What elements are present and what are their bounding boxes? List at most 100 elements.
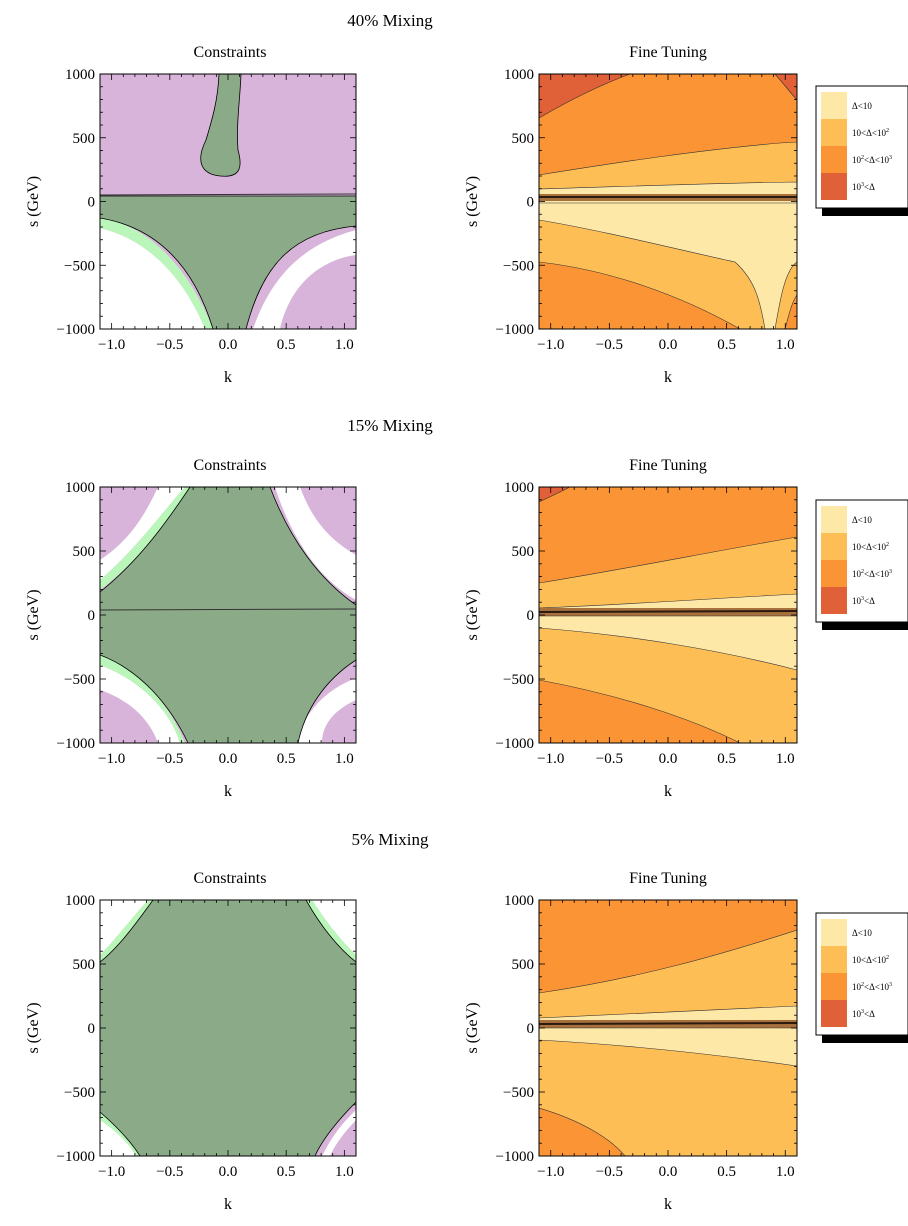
region-allowed-top-lobe [200, 74, 242, 177]
x-tick-label: 0.5 [717, 751, 736, 767]
y-tick-label: 0 [527, 1021, 535, 1037]
legend-swatch-100-1000 [821, 146, 847, 173]
region-white-bl [100, 1120, 136, 1156]
region-white-tl [100, 900, 148, 955]
x-tick-label: 0.0 [219, 337, 238, 353]
legend-swatch-lt10 [821, 919, 847, 946]
region-white-tr [312, 900, 356, 955]
y-tick-label: 500 [73, 544, 96, 560]
finetuning-panel-40: Fine Tuning [538, 44, 798, 330]
y-tick-label: 0 [88, 195, 96, 211]
x-axis-label: k [664, 783, 672, 800]
region-allowed [100, 487, 356, 743]
y-tick-label: 0 [527, 608, 535, 624]
x-axis-label: k [224, 783, 232, 800]
region-gt1000-topleft [539, 74, 631, 119]
legend-15: Δ<10 10<Δ<102 102<Δ<103 103<Δ [815, 499, 908, 630]
region-green-light-tl [100, 487, 190, 590]
x-tick-label: −0.5 [156, 337, 183, 353]
finetuning-panel-5: Fine Tuning [538, 870, 798, 1157]
y-tick-label: −500 [64, 258, 95, 274]
region-gt1000-topright [774, 74, 797, 101]
x-tick-label: 0.0 [219, 1164, 238, 1180]
x-tick-label: 0.0 [659, 751, 678, 767]
x-tick-label: 1.0 [776, 337, 795, 353]
region-allowed [100, 900, 356, 1156]
region-white-br [295, 678, 356, 743]
y-tick-label: 1000 [65, 67, 95, 83]
legend-swatch-gt1000 [821, 587, 847, 614]
panel-title: Fine Tuning [629, 870, 707, 887]
x-tick-label: −1.0 [537, 1164, 564, 1180]
legend-entry: 103<Δ [852, 1009, 875, 1019]
y-axis-label: s (GeV) [25, 176, 42, 227]
constraints-panel-15: Constraints [99, 457, 357, 744]
y-tick-label: 500 [512, 957, 535, 973]
legend-entry: Δ<10 [852, 928, 872, 938]
constraints-panel-5: Constraints [99, 870, 357, 1157]
legend-entry: 10<Δ<102 [852, 128, 889, 138]
legend-swatch-100-1000 [821, 973, 847, 1000]
x-tick-label: 1.0 [335, 751, 354, 767]
zero-line [539, 610, 797, 613]
y-axis-label: s (GeV) [25, 1002, 42, 1053]
legend-entry: 103<Δ [852, 182, 875, 192]
y-tick-label: −500 [503, 1085, 534, 1101]
x-tick-label: −0.5 [596, 337, 623, 353]
x-tick-label: 0.5 [277, 337, 296, 353]
x-axis-label: k [664, 1196, 672, 1213]
y-axis-label: s (GeV) [464, 1002, 481, 1053]
y-tick-label: −1000 [57, 736, 95, 752]
region-white-right [253, 230, 356, 329]
x-tick-label: −0.5 [596, 751, 623, 767]
x-tick-label: −1.0 [98, 337, 125, 353]
y-tick-label: −1000 [496, 322, 534, 338]
row-title-5: 5% Mixing [352, 830, 429, 849]
x-tick-label: −1.0 [98, 1164, 125, 1180]
x-tick-label: 0.5 [717, 1164, 736, 1180]
region-100-1000-bottom [539, 261, 741, 329]
row-title-40: 40% Mixing [347, 11, 433, 30]
legend-40: Δ<10 10<Δ<102 102<Δ<103 103<Δ [815, 85, 908, 216]
legend-swatch-100-1000 [821, 560, 847, 587]
y-tick-label: 0 [88, 608, 96, 624]
y-axis-label: s (GeV) [464, 176, 481, 227]
panel-title: Constraints [194, 457, 267, 474]
region-green-light-bl [100, 655, 185, 743]
x-axis-label: k [224, 1196, 232, 1213]
y-tick-label: 1000 [504, 480, 534, 496]
axes-layer: −1.0 −0.5 0.0 0.5 1.0 −1000 −500 0 500 1000 k s (Ge… [25, 67, 797, 1213]
panel-title: Fine Tuning [629, 44, 707, 61]
y-tick-label: −500 [64, 672, 95, 688]
y-axis-label: s (GeV) [25, 589, 42, 640]
x-tick-label: 1.0 [335, 1164, 354, 1180]
x-tick-label: −0.5 [156, 1164, 183, 1180]
x-tick-label: −0.5 [596, 1164, 623, 1180]
x-tick-label: −0.5 [156, 751, 183, 767]
x-axis-label: k [664, 369, 672, 386]
x-tick-label: 1.0 [335, 337, 354, 353]
legend-entry: 10<Δ<102 [852, 955, 889, 965]
y-tick-label: −1000 [496, 1149, 534, 1165]
panel-title: Fine Tuning [629, 457, 707, 474]
legend-swatch-10-100 [821, 119, 847, 146]
y-tick-label: −500 [503, 672, 534, 688]
legend-swatch-10-100 [821, 946, 847, 973]
legend-5: Δ<10 10<Δ<102 102<Δ<103 103<Δ [815, 912, 908, 1043]
legend-shadow [822, 622, 908, 630]
y-tick-label: −500 [503, 258, 534, 274]
region-green-light-tl [100, 900, 153, 962]
y-tick-label: −1000 [57, 322, 95, 338]
legend-entry: 103<Δ [852, 596, 875, 606]
x-tick-label: −1.0 [537, 337, 564, 353]
region-white-tr [275, 487, 356, 600]
region-green-light-bl [100, 1112, 140, 1156]
legend-entry: 102<Δ<103 [852, 569, 892, 579]
y-tick-label: 1000 [65, 893, 95, 909]
legend-swatch-lt10 [821, 92, 847, 119]
region-white-left [100, 228, 205, 329]
y-tick-label: 500 [73, 131, 96, 147]
x-tick-label: −1.0 [537, 751, 564, 767]
legend-entry: 102<Δ<103 [852, 982, 892, 992]
